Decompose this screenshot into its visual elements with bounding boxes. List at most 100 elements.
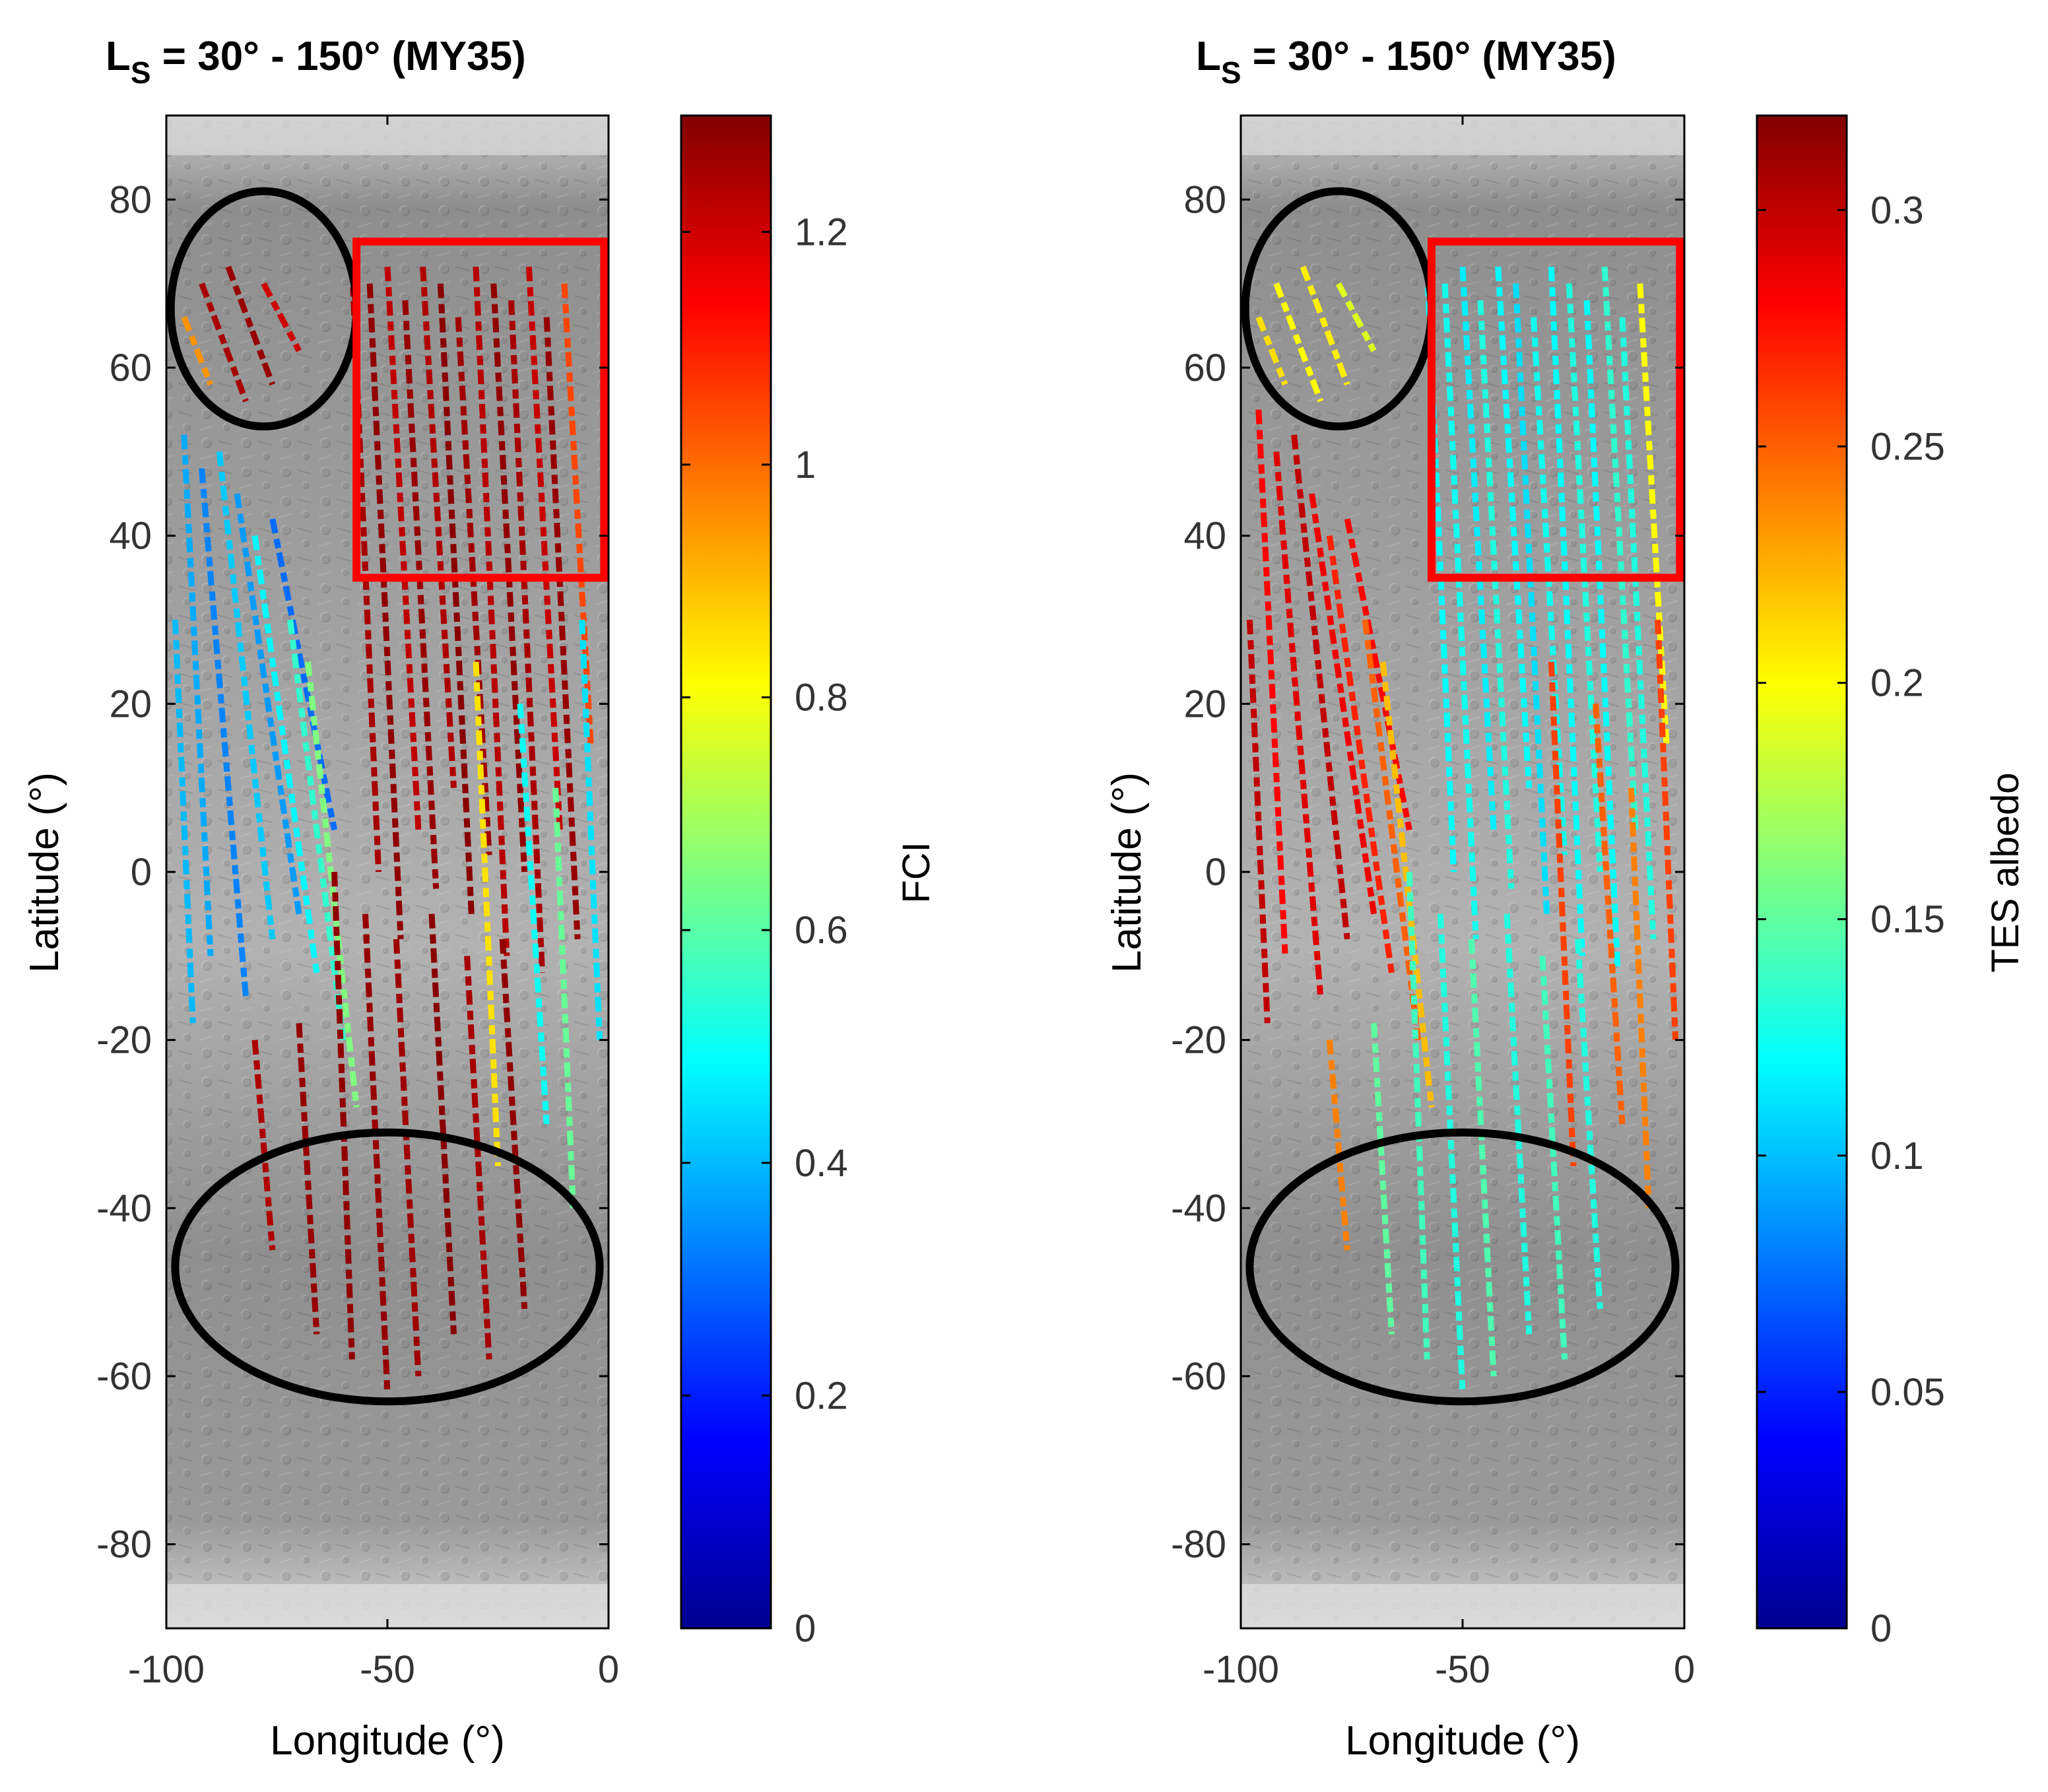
track-35 [552, 787, 576, 1209]
track-22 [331, 871, 355, 1360]
y-tick-label: 20 [109, 682, 152, 725]
track-3 [234, 493, 302, 915]
track-35 [1628, 787, 1652, 1209]
colorbar-tick-label: 0.2 [1870, 662, 1924, 705]
track-26 [1539, 956, 1568, 1360]
panel-fci: LS = 30° - 150° (MY35) 80 60 40 20 0 -20 -40 -6… [22, 34, 938, 1764]
y-tick-label: 80 [1183, 178, 1226, 221]
track-10 [366, 283, 404, 940]
track-9 [348, 267, 382, 873]
colorbar-tick-label: 0.8 [795, 677, 848, 719]
track-layer [1246, 265, 1679, 1393]
track-18 [1583, 300, 1621, 974]
track-18 [508, 300, 545, 974]
y-tick-label: 0 [131, 851, 152, 894]
y-tick-label: 20 [1183, 682, 1226, 725]
track-2 [216, 451, 276, 940]
track-6 [1362, 619, 1422, 1041]
colorbar-label: TES albedo [1984, 772, 2027, 972]
x-axis-label: Longitude (°) [1345, 1718, 1580, 1764]
track-12 [402, 300, 440, 889]
track-31 [1300, 265, 1350, 386]
y-tick-label: 60 [109, 347, 152, 389]
track-8 [304, 661, 360, 1108]
track-23 [362, 913, 391, 1393]
track-13 [420, 266, 457, 788]
track-33 [1255, 315, 1288, 386]
track-29 [251, 1040, 276, 1251]
x-tick-label: -50 [1435, 1648, 1490, 1691]
colorbar-tick-label: 0 [795, 1607, 816, 1650]
track-36 [1655, 619, 1679, 1040]
x-tick-layer: -100 -50 0 [1203, 116, 1695, 1691]
track-20 [1619, 317, 1657, 940]
panel-title: LS = 30° - 150° (MY35) [106, 34, 526, 90]
track-37 [1548, 661, 1577, 1166]
track-11 [1459, 266, 1497, 830]
track-8 [1379, 661, 1435, 1108]
track-27 [499, 939, 528, 1310]
track-23 [1437, 913, 1466, 1393]
track-2 [1291, 434, 1350, 940]
colorbar-tick-label: 1 [795, 444, 816, 486]
annotation-rect-1 [1427, 238, 1684, 582]
track-21 [1637, 283, 1670, 747]
track-32 [261, 282, 302, 352]
annotation-layer [166, 187, 609, 1406]
x-tick-label: 0 [1674, 1648, 1695, 1691]
x-tick-label: -100 [1203, 1648, 1279, 1691]
colorbar-tick-label: 0.15 [1870, 898, 1945, 941]
colorbar-tick-label: 0 [1870, 1607, 1892, 1650]
track-10 [1441, 283, 1479, 940]
y-axis-label: Latitude (°) [22, 772, 67, 973]
track-16 [473, 266, 510, 956]
track-31 [225, 265, 276, 386]
track-29 [1326, 1040, 1350, 1251]
track-3 [1309, 493, 1377, 915]
track-17 [1566, 283, 1603, 873]
track-19 [1601, 266, 1639, 830]
track-34 [1593, 704, 1626, 1125]
track-36 [579, 619, 603, 1040]
track-22 [1406, 871, 1430, 1360]
track-13 [1495, 266, 1533, 788]
track-5 [1344, 518, 1412, 831]
x-axis-label: Longitude (°) [270, 1718, 505, 1764]
y-tick-label: -80 [96, 1523, 152, 1566]
track-24 [393, 939, 422, 1377]
colorbar-tick-label: 1.2 [795, 211, 848, 253]
colorbar-tick-layer: 0 0.2 0.4 0.6 0.8 1 1.2 [681, 211, 848, 1650]
y-tick-layer: 80 60 40 20 0 -20 -40 -60 -80 [96, 178, 609, 1566]
y-axis-label: Latitude (°) [1104, 772, 1150, 973]
colorbar-tick-layer: 0 0.05 0.1 0.15 0.2 0.25 0.3 [1757, 189, 1945, 1650]
track-34 [517, 704, 550, 1125]
colorbar-tick-label: 0.3 [1870, 189, 1924, 232]
y-tick-label: -60 [96, 1355, 152, 1398]
colorbar-tick-label: 0.4 [795, 1142, 848, 1185]
track-27 [1575, 939, 1603, 1310]
y-tick-label: -20 [1171, 1019, 1226, 1062]
colorbar-tick-label: 0.25 [1870, 425, 1945, 468]
track-30 [1273, 282, 1324, 403]
colorbar-tick-label: 0.1 [1870, 1135, 1924, 1178]
track-16 [1548, 266, 1585, 956]
track-17 [490, 283, 528, 873]
track-0 [1255, 409, 1288, 956]
y-tick-layer: 80 60 40 20 0 -20 -40 -60 -80 [1171, 178, 1684, 1566]
track-14 [437, 283, 475, 914]
colorbar-tick-label: 0.2 [795, 1374, 848, 1417]
track-33 [181, 315, 214, 386]
track-24 [1468, 939, 1497, 1377]
track-layer [172, 265, 603, 1393]
track-26 [464, 956, 492, 1360]
track-4 [251, 535, 320, 974]
colorbar-tick-label: 0.6 [795, 909, 848, 952]
y-tick-label: -60 [1171, 1355, 1226, 1398]
track-20 [543, 317, 581, 940]
track-7 [1246, 619, 1271, 1024]
x-tick-label: 0 [598, 1648, 619, 1691]
track-12 [1477, 300, 1515, 889]
track-37 [473, 661, 501, 1166]
y-tick-label: 40 [109, 515, 152, 558]
track-25 [1503, 913, 1533, 1335]
